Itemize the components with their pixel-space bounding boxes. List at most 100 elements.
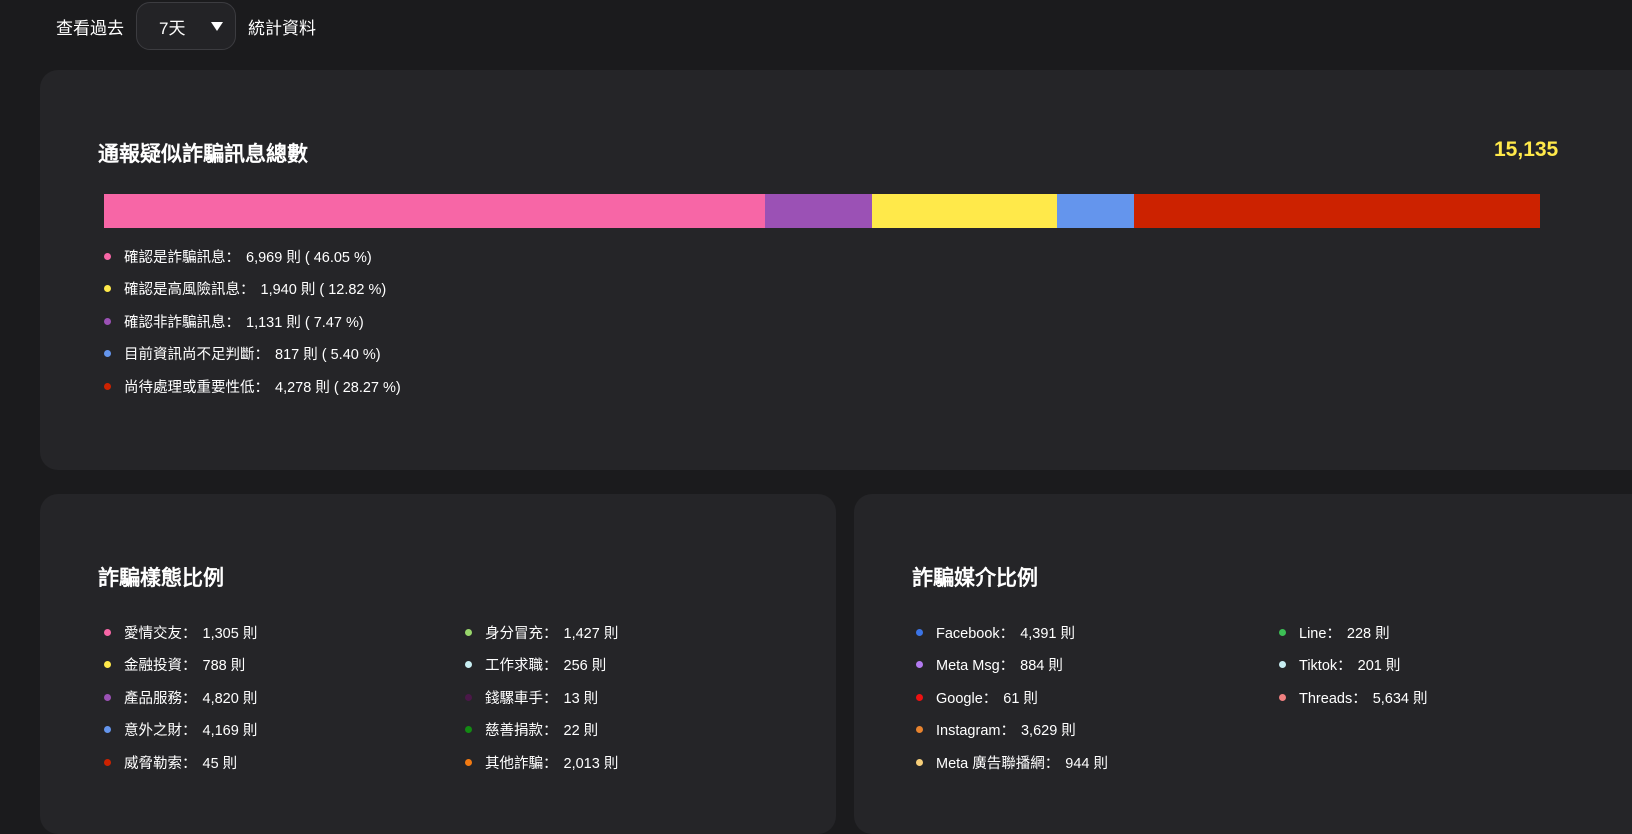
legend-dot-icon — [104, 252, 111, 260]
legend-dot-icon — [916, 726, 923, 734]
legend-label: Meta 廣告聯播網： — [936, 755, 1060, 772]
legend-dot-icon — [916, 628, 923, 636]
legend-dot-icon — [1279, 693, 1286, 701]
legend-dot-icon — [104, 350, 111, 358]
legend-item: 金融投資： 788 則 — [104, 649, 257, 682]
legend-value: 2,013 則 — [563, 755, 619, 772]
legend-value: 884 則 — [1020, 658, 1063, 675]
legend-item: 確認非詐騙訊息： 1,131 則 ( 7.47 %) — [104, 305, 401, 338]
legend-value: 6,969 則 ( 46.05 %) — [246, 249, 372, 266]
legend-label: Google： — [936, 690, 998, 707]
legend-item: 尚待處理或重要性低： 4,278 則 ( 28.27 %) — [104, 370, 401, 403]
legend-dot-icon — [104, 726, 111, 734]
legend-label: 身分冒充： — [485, 625, 558, 642]
legend-value: 228 則 — [1346, 625, 1390, 642]
legend-label: 錢騾車手： — [485, 690, 558, 707]
legend-label: Instagram： — [936, 723, 1015, 740]
legend-label: 產品服務： — [124, 690, 197, 707]
legend-label: Meta Msg： — [936, 658, 1015, 675]
stacked-bar — [104, 194, 1540, 228]
legend-label: 金融投資： — [124, 658, 197, 675]
legend-item: Line： 228 則 — [1279, 616, 1428, 649]
legend-item: Facebook： 4,391 則 — [916, 616, 1108, 649]
legend-dot-icon — [104, 382, 111, 390]
legend-dot-icon — [916, 693, 923, 701]
legend-item: 工作求職： 256 則 — [465, 649, 618, 682]
legend-dot-icon — [1279, 661, 1286, 669]
legend-value: 22 則 — [563, 723, 599, 740]
media-title: 詐騙媒介比例 — [912, 567, 1038, 590]
legend-item: 慈善捐款： 22 則 — [465, 714, 618, 747]
legend-item: 產品服務： 4,820 則 — [104, 681, 257, 714]
legend-dot-icon — [104, 693, 111, 701]
legend-value: 61 則 — [1003, 690, 1038, 707]
legend-dot-icon — [465, 693, 472, 701]
legend-label: Threads： — [1299, 690, 1367, 707]
legend-value: 944 則 — [1065, 755, 1108, 772]
time-filter: 查看過去 7天 統計資料 — [56, 2, 316, 50]
legend-item: 愛情交友： 1,305 則 — [104, 616, 257, 649]
period-select[interactable]: 7天 — [136, 2, 236, 50]
legend-label: 確認是高風險訊息： — [124, 282, 255, 299]
filter-prefix: 查看過去 — [56, 18, 124, 38]
legend-dot-icon — [104, 285, 111, 293]
bar-segment-insufficient — [1056, 194, 1135, 228]
legend-value: 4,820 則 — [202, 690, 258, 707]
bar-segment-not_fraud — [765, 194, 873, 228]
legend-dot-icon — [1279, 628, 1286, 636]
legend-dot-icon — [104, 661, 111, 669]
summary-title: 通報疑似詐騙訊息總數 — [98, 143, 308, 166]
legend-value: 1,305 則 — [202, 625, 258, 642]
legend-value: 4,391 則 — [1020, 625, 1076, 642]
legend-label: 確認非詐騙訊息： — [124, 314, 240, 331]
legend-value: 201 則 — [1357, 658, 1401, 675]
types-legend-col1: 愛情交友： 1,305 則金融投資： 788 則產品服務： 4,820 則意外之財： 4… — [104, 616, 257, 779]
legend-dot-icon — [104, 758, 111, 766]
legend-label: 意外之財： — [124, 723, 197, 740]
legend-value: 4,278 則 ( 28.27 %) — [275, 379, 401, 396]
legend-value: 1,427 則 — [563, 625, 619, 642]
legend-item: Google： 61 則 — [916, 681, 1108, 714]
legend-value: 1,131 則 ( 7.47 %) — [246, 314, 364, 331]
legend-item: 身分冒充： 1,427 則 — [465, 616, 618, 649]
legend-value: 5,634 則 — [1372, 690, 1428, 707]
legend-item: Meta 廣告聯播網： 944 則 — [916, 746, 1108, 779]
summary-legend: 確認是詐騙訊息： 6,969 則 ( 46.05 %) 確認是高風險訊息： 1,940… — [104, 240, 401, 403]
legend-dot-icon — [916, 758, 923, 766]
bar-segment-fraud — [104, 194, 766, 228]
legend-value: 1,940 則 ( 12.82 %) — [260, 282, 387, 299]
legend-label: 慈善捐款： — [485, 723, 558, 740]
fraud-types-card: 詐騙樣態比例 愛情交友： 1,305 則金融投資： 788 則產品服務： 4,820 … — [40, 494, 836, 834]
legend-label: Line： — [1299, 625, 1341, 642]
bar-segment-high_risk — [872, 194, 1057, 228]
legend-item: 目前資訊尚不足判斷： 817 則 ( 5.40 %) — [104, 338, 401, 371]
legend-item: 其他詐騙： 2,013 則 — [465, 746, 618, 779]
media-legend-col2: Line： 228 則 Tiktok： 201 則 Threads： 5,634 則 — [1279, 616, 1428, 714]
summary-total: 15,135 — [1494, 138, 1559, 161]
legend-dot-icon — [465, 661, 472, 669]
types-title: 詐騙樣態比例 — [98, 567, 224, 590]
legend-label: 目前資訊尚不足判斷： — [124, 347, 269, 364]
legend-item: 威脅勒索： 45 則 — [104, 746, 257, 779]
caret-down-icon — [211, 21, 223, 31]
legend-item: 錢騾車手： 13 則 — [465, 681, 618, 714]
legend-item: Threads： 5,634 則 — [1279, 681, 1428, 714]
legend-dot-icon — [916, 661, 923, 669]
legend-label: 其他詐騙： — [485, 755, 558, 772]
legend-item: Instagram： 3,629 則 — [916, 714, 1108, 747]
legend-value: 45 則 — [202, 755, 238, 772]
bar-segment-pending — [1134, 194, 1540, 228]
legend-value: 256 則 — [563, 658, 607, 675]
legend-value: 788 則 — [202, 658, 246, 675]
legend-label: 確認是詐騙訊息： — [124, 249, 240, 266]
fraud-media-card: 詐騙媒介比例 Facebook： 4,391 則 Meta Msg： 884 則 Goo… — [854, 494, 1632, 834]
legend-label: Tiktok： — [1299, 658, 1352, 675]
legend-label: 愛情交友： — [124, 625, 197, 642]
legend-value: 13 則 — [563, 690, 599, 707]
summary-card: 通報疑似詐騙訊息總數 15,135 確認是詐騙訊息： 6,969 則 ( 46.0… — [40, 70, 1632, 470]
legend-dot-icon — [104, 628, 111, 636]
legend-label: 工作求職： — [485, 658, 558, 675]
legend-item: 確認是詐騙訊息： 6,969 則 ( 46.05 %) — [104, 240, 401, 273]
media-legend-col1: Facebook： 4,391 則 Meta Msg： 884 則 Google： 61 … — [916, 616, 1108, 779]
legend-value: 817 則 ( 5.40 %) — [275, 347, 381, 364]
